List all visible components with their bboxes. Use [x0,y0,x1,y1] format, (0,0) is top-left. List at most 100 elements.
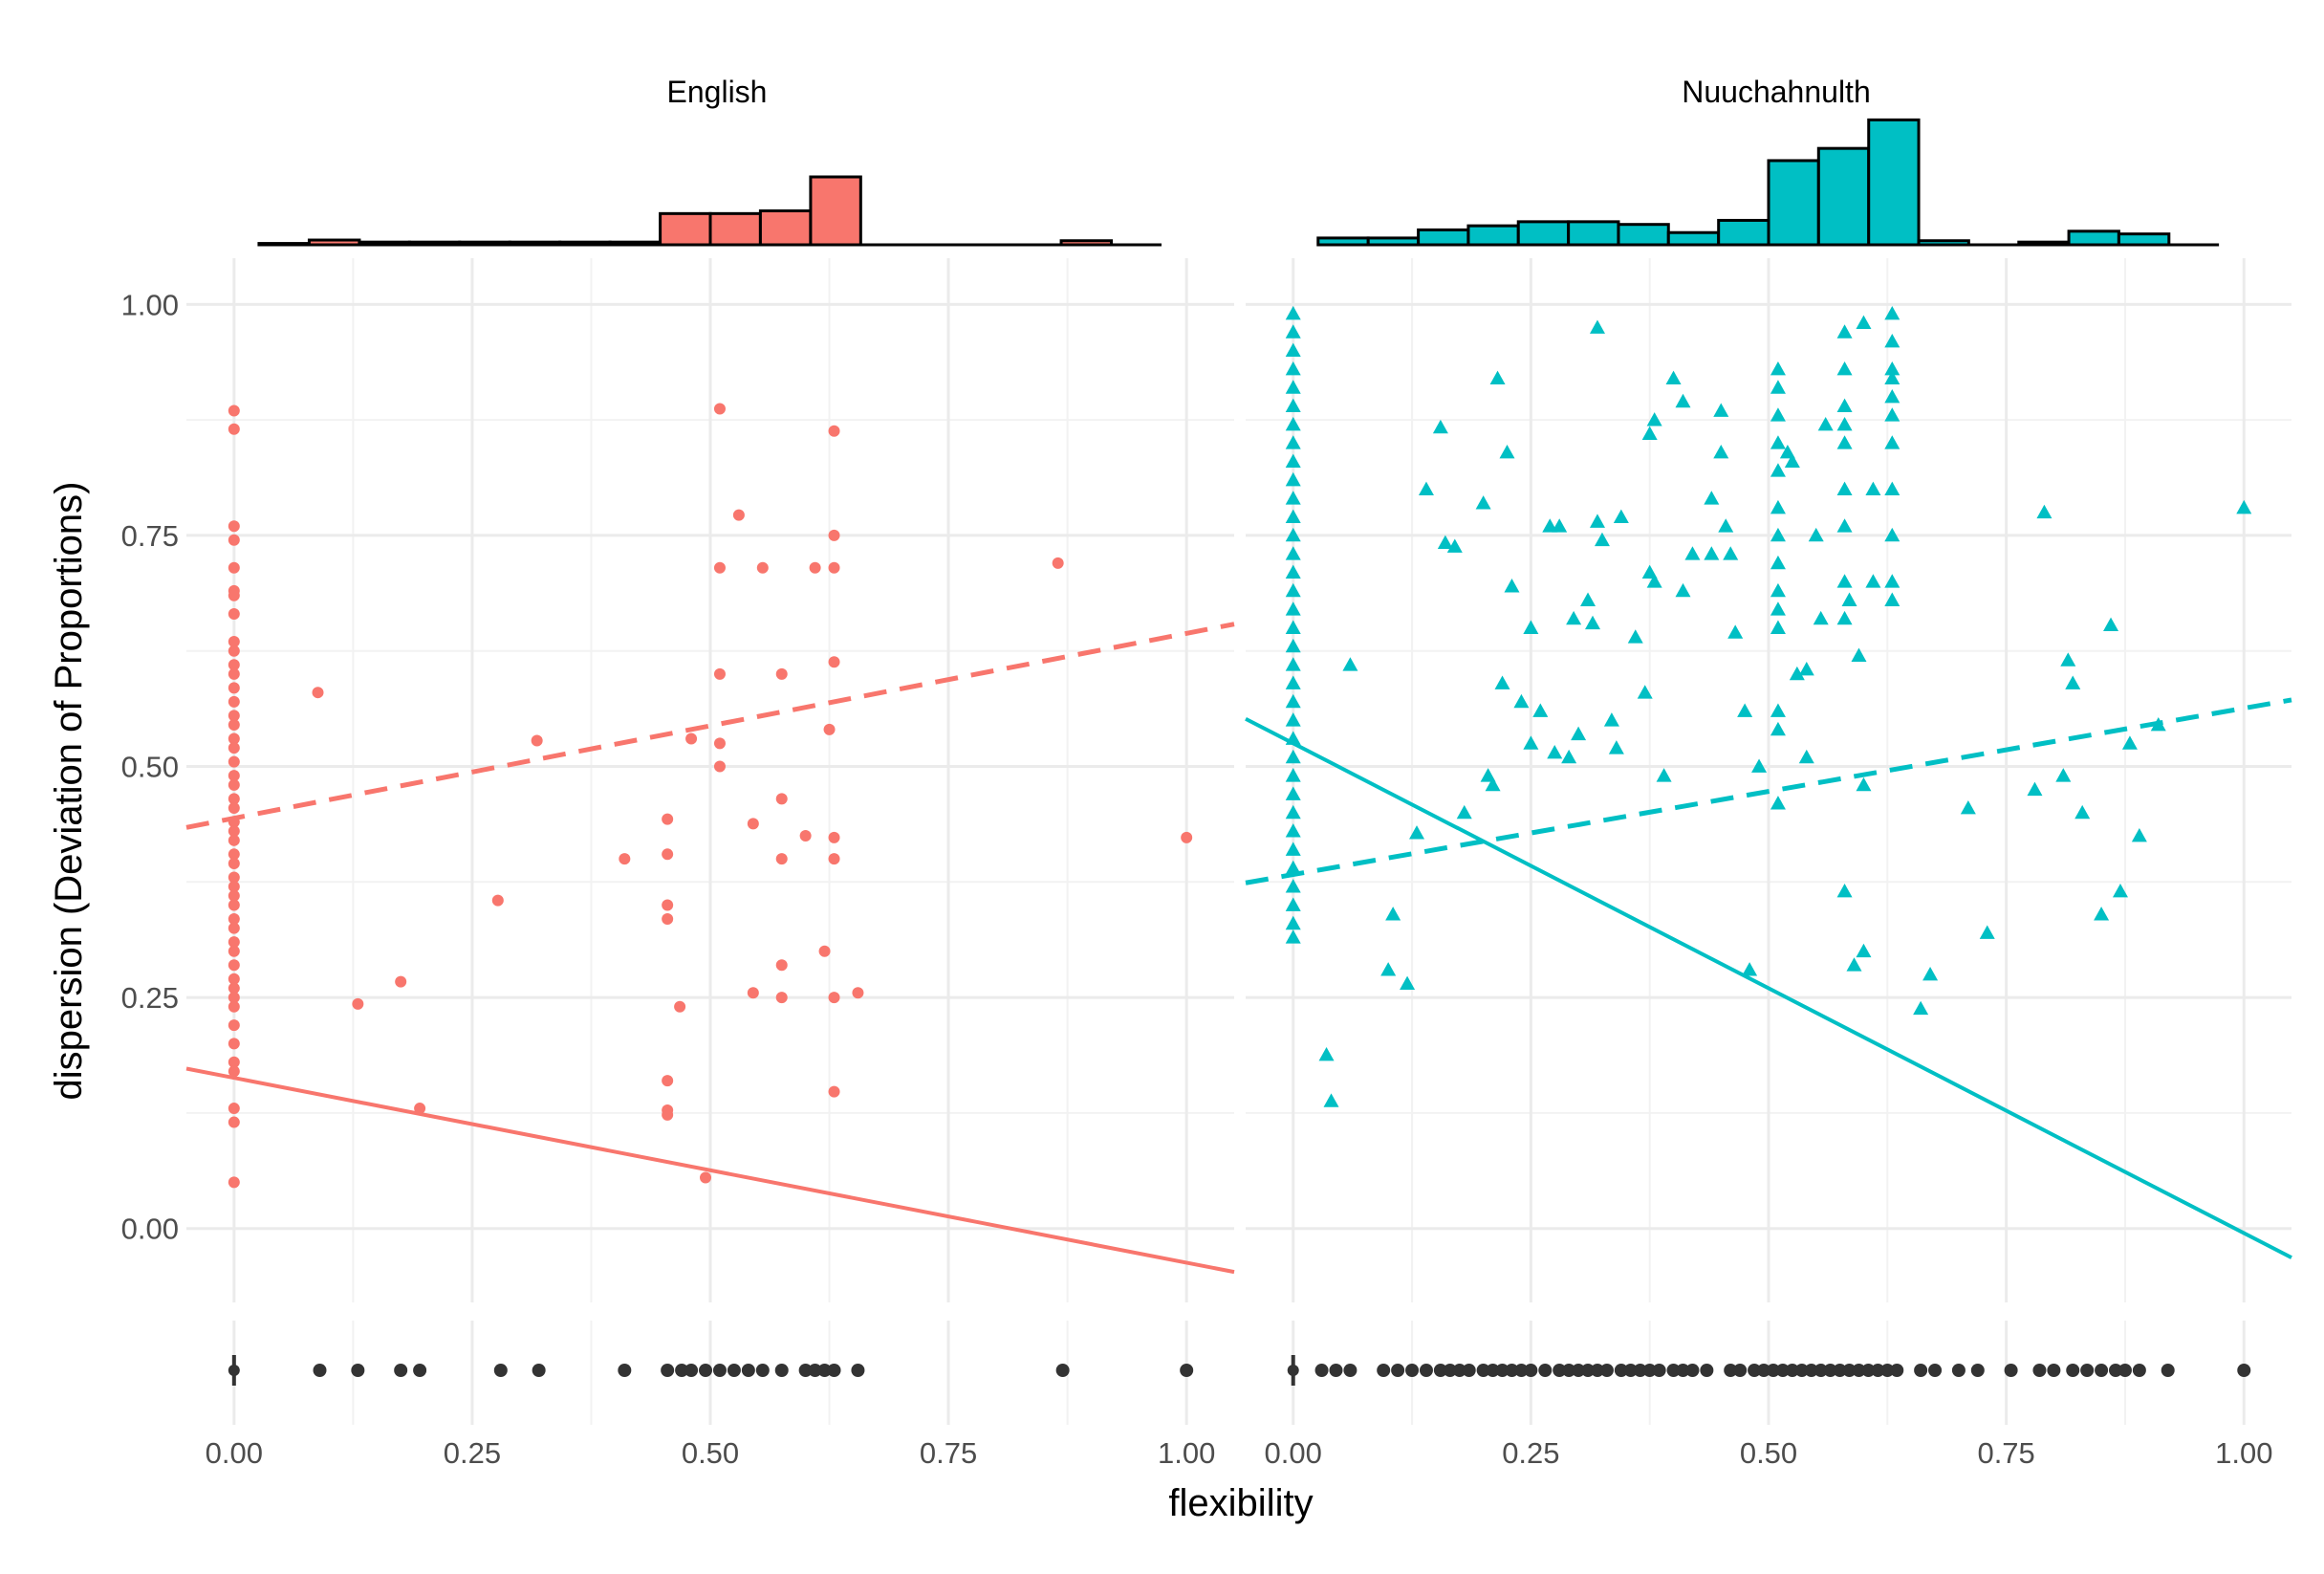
y-tick-label: 0.75 [121,519,179,553]
data-point [1836,883,1853,898]
data-point [1285,601,1301,616]
data-point [1409,825,1425,840]
histogram-bar [1717,218,1770,247]
data-point [228,945,240,957]
data-point [1770,721,1786,736]
rug-point [1419,1364,1433,1377]
histogram-bar [1366,236,1421,247]
data-point [619,853,631,865]
rug-point [1676,1364,1690,1377]
histogram-bar [1059,239,1114,247]
data-point [828,529,840,541]
data-point [228,801,240,814]
histogram-bar [708,211,762,247]
rug-point [1180,1364,1194,1377]
data-point [713,667,726,680]
data-point [1646,412,1662,426]
data-point [228,404,240,417]
histogram-bar [1316,236,1370,247]
data-point [713,403,726,415]
data-point [1960,799,1976,815]
histogram-bar [2117,232,2171,247]
rug-point [1685,1364,1700,1377]
data-point [1770,361,1786,376]
data-point [1770,601,1786,616]
data-point [1884,574,1900,588]
data-point [1770,796,1786,810]
data-point [747,818,759,830]
panel-title-english: English [667,75,768,109]
data-point [228,857,240,869]
data-point [2121,735,2138,750]
rug-point [1633,1364,1647,1377]
data-point [1817,416,1834,431]
rug-point [774,1364,789,1377]
rug-point [1914,1364,1928,1377]
data-point [1608,740,1624,754]
data-point [2131,827,2147,842]
data-point [1285,693,1301,709]
data-point [1836,324,1853,339]
rug-point [2095,1364,2109,1377]
data-point [1979,925,1995,939]
data-point [756,561,769,574]
data-point [2150,717,2166,732]
data-point [1532,703,1549,717]
rug-point [1599,1364,1614,1377]
data-point [228,534,240,546]
rug-point [1833,1364,1847,1377]
data-point [1285,712,1301,727]
x-tick-label: 1.00 [1158,1436,1215,1470]
data-point [1884,333,1900,348]
data-point [1713,403,1729,417]
data-point [1342,657,1358,671]
rug-point [817,1364,832,1377]
histogram-bar [558,240,612,247]
rug-point [2066,1364,2080,1377]
data-point [1285,879,1301,893]
rug-point [1462,1364,1476,1377]
data-point [1836,610,1853,625]
rug-point [808,1364,822,1377]
data-point [1561,749,1577,764]
data-point [1836,574,1853,588]
data-point [1285,491,1301,505]
data-point [228,825,240,838]
data-point [662,1075,674,1087]
rug-point [2004,1364,2018,1377]
histogram-bar [257,242,311,247]
panel-nuuchahnulth: Nuuchahnulth 0.00 0.25 0.50 0.75 1.00 [1245,75,2292,1470]
data-point [775,853,788,865]
data-point [1884,370,1900,385]
data-point [1285,305,1301,320]
data-point [228,816,240,828]
data-point [1513,693,1530,709]
data-point [818,945,831,957]
rug-point [741,1364,755,1377]
rug-point [1928,1364,1943,1377]
data-point [228,922,240,934]
data-point [228,1065,240,1078]
data-point [1742,962,1758,976]
data-point [1723,546,1739,560]
data-point [700,1171,712,1184]
data-point [1285,324,1301,339]
data-point [775,992,788,1004]
rug-point [1766,1364,1780,1377]
data-point [1856,315,1872,330]
data-point [228,561,240,574]
data-point [1884,361,1900,376]
data-point [228,881,240,893]
rug-point [1314,1364,1329,1377]
rug-point [684,1364,699,1377]
data-point [1285,398,1301,413]
data-point [662,912,674,925]
rug-point [755,1364,770,1377]
rug-point [1405,1364,1420,1377]
data-point [1504,579,1520,593]
data-point [1770,380,1786,394]
data-point [1884,435,1900,449]
data-point [1641,426,1658,441]
data-point [228,608,240,621]
